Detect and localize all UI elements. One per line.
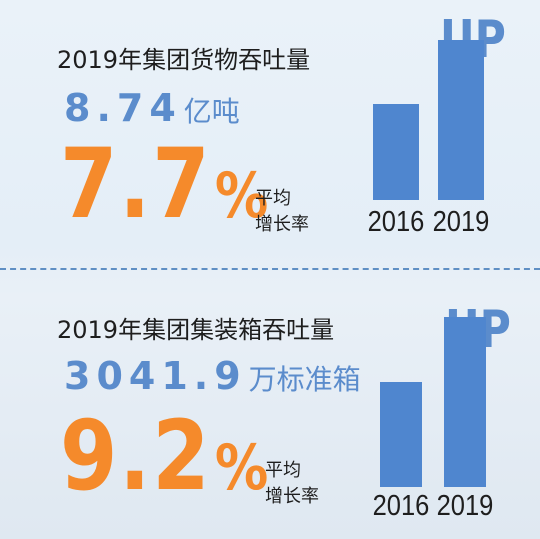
growth-rate: 7.7% [60, 128, 268, 240]
percent-sign: % [214, 159, 269, 232]
category-label-2016: 2016 [367, 206, 425, 238]
growth-rate: 9.2% [60, 400, 268, 512]
container-throughput-panel: 2019年集团集装箱吞吐量 3041.9万标准箱 9.2% 平均 增长率 UP … [0, 270, 540, 539]
dashed-divider [0, 268, 540, 270]
category-label-2019: 2019 [432, 206, 490, 238]
bar-2016 [380, 382, 422, 487]
bar-chart: UP 2016 2019 [350, 0, 540, 268]
throughput-value: 8.74 [64, 86, 182, 130]
growth-label: 平均 增长率 [255, 186, 309, 238]
value-line: 3041.9万标准箱 [64, 354, 361, 398]
bar-2019 [444, 317, 486, 487]
value-line: 8.74亿吨 [64, 86, 240, 130]
growth-label-line-1: 平均 [255, 188, 291, 209]
cargo-throughput-panel: 2019年集团货物吞吐量 8.74亿吨 7.7% 平均 增长率 UP 2016 … [0, 0, 540, 268]
throughput-unit: 亿吨 [183, 95, 240, 128]
bar-chart: UP 2016 2019 [350, 270, 540, 539]
growth-value: 9.2 [60, 400, 212, 512]
growth-value: 7.7 [60, 128, 212, 240]
percent-sign: % [214, 431, 269, 504]
bar-2016 [373, 104, 419, 200]
panel-title: 2019年集团集装箱吞吐量 [57, 316, 335, 344]
category-label-2016: 2016 [372, 490, 430, 522]
bar-2019 [438, 40, 484, 200]
growth-label-line-2: 增长率 [255, 214, 309, 235]
growth-label: 平均 增长率 [265, 458, 319, 510]
growth-label-line-2: 增长率 [265, 486, 319, 507]
category-label-2019: 2019 [436, 490, 494, 522]
growth-label-line-1: 平均 [265, 460, 301, 481]
throughput-value: 3041.9 [64, 354, 247, 398]
panel-title: 2019年集团货物吞吐量 [57, 46, 311, 74]
throughput-unit: 万标准箱 [248, 363, 361, 396]
